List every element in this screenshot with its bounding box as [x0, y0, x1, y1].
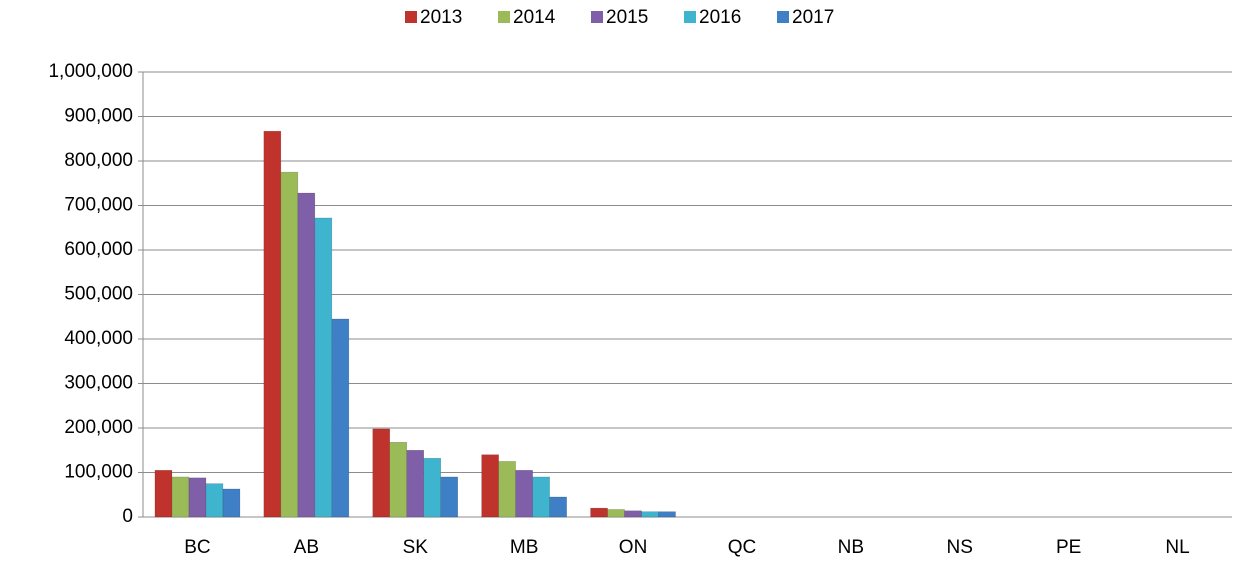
bar	[607, 509, 625, 518]
legend-label: 2016	[699, 7, 741, 28]
x-tick-label: NL	[1165, 537, 1189, 558]
x-tick-label: SK	[403, 537, 429, 558]
bar	[154, 470, 173, 518]
y-tick-label: 0	[122, 506, 133, 527]
bar	[549, 496, 567, 518]
x-tick-label: NB	[838, 537, 864, 558]
bar	[406, 450, 424, 518]
x-tick-label: MB	[510, 537, 539, 558]
y-tick-label: 300,000	[64, 373, 133, 394]
x-tick-label: PE	[1056, 537, 1081, 558]
bar	[423, 458, 441, 518]
legend-marker	[777, 11, 789, 23]
legend-marker	[498, 11, 510, 23]
legend-label: 2015	[606, 7, 648, 28]
bar	[498, 461, 516, 518]
bar	[263, 130, 282, 518]
bar	[532, 476, 550, 518]
bar	[171, 476, 190, 518]
bar	[297, 192, 316, 518]
y-tick-label: 600,000	[64, 239, 133, 260]
legend-label: 2014	[513, 7, 556, 28]
y-tick-label: 500,000	[64, 284, 133, 305]
y-tick-label: 200,000	[64, 417, 133, 438]
legend-label: 2013	[420, 7, 462, 28]
x-tick-label: QC	[728, 537, 757, 558]
y-tick-label: 100,000	[64, 462, 133, 483]
bar	[481, 454, 499, 518]
bar	[280, 171, 299, 518]
bar	[222, 488, 241, 518]
bar	[624, 510, 642, 518]
bar	[590, 507, 608, 518]
legend-marker	[684, 11, 696, 23]
legend-marker	[591, 11, 603, 23]
legend-marker	[405, 11, 417, 23]
legend-label: 2017	[792, 7, 834, 28]
bar	[641, 511, 659, 518]
bar	[331, 318, 350, 518]
bar	[188, 477, 207, 518]
x-tick-label: BC	[184, 537, 210, 558]
y-tick-label: 700,000	[64, 195, 133, 216]
bar	[389, 441, 407, 518]
y-tick-label: 800,000	[64, 150, 133, 171]
bar	[440, 476, 458, 518]
y-tick-label: 900,000	[64, 106, 133, 127]
x-tick-label: ON	[619, 537, 648, 558]
bar	[372, 428, 390, 518]
bar	[658, 511, 676, 518]
x-tick-label: AB	[294, 537, 319, 558]
y-tick-label: 1,000,000	[48, 61, 133, 82]
x-tick-label: NS	[947, 537, 973, 558]
bar	[515, 470, 533, 518]
bar	[314, 217, 333, 518]
y-tick-label: 400,000	[64, 328, 133, 349]
bar	[205, 483, 224, 518]
